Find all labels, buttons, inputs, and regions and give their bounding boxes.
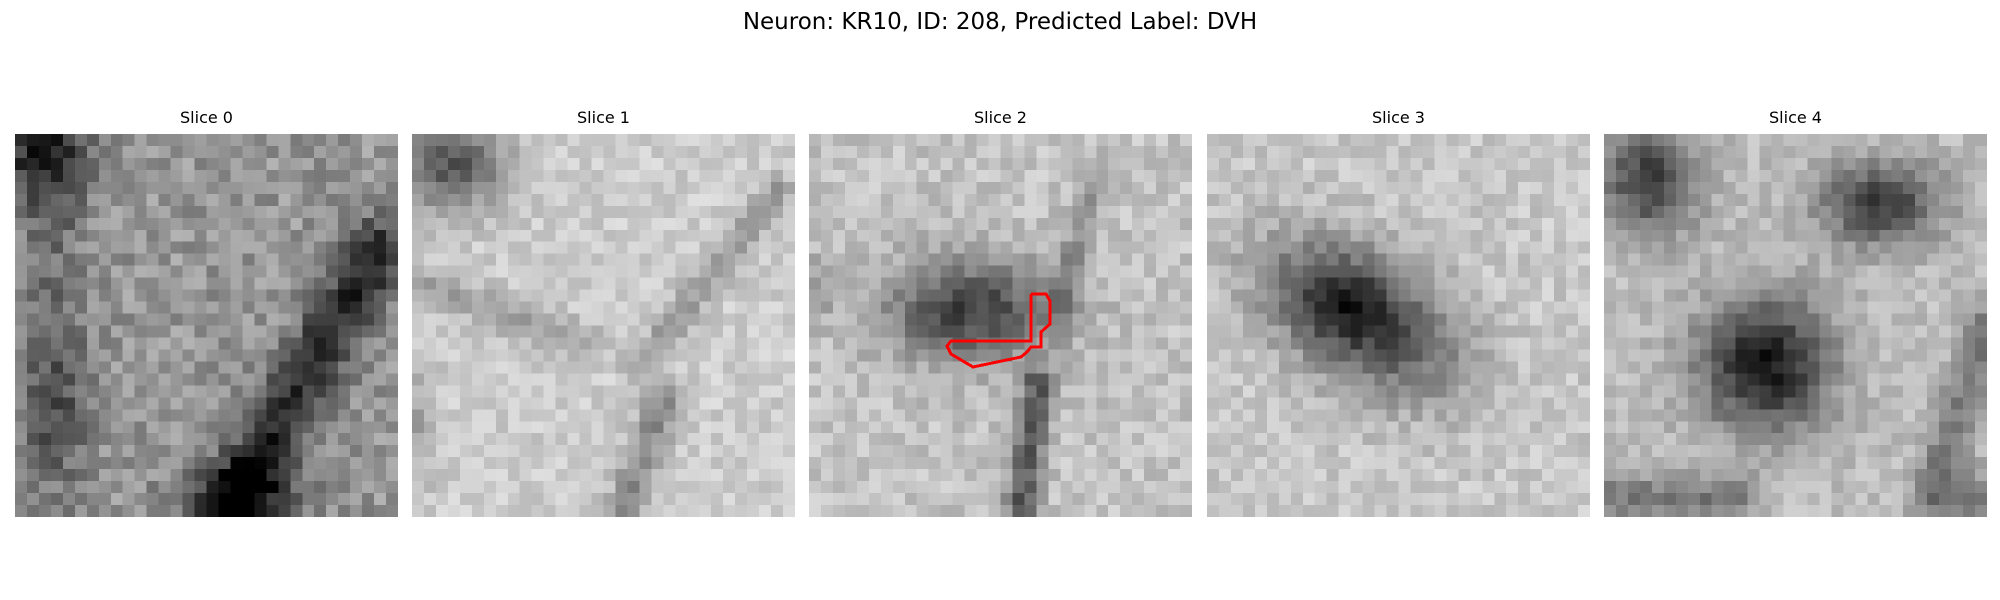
slice-pixels (15, 134, 398, 517)
slice-panel-1: Slice 1 (412, 108, 795, 517)
slice-title: Slice 1 (577, 108, 630, 127)
slice-image (1207, 134, 1590, 517)
slice-image (809, 134, 1192, 517)
slice-panel-4: Slice 4 (1604, 108, 1987, 517)
slice-title: Slice 2 (974, 108, 1027, 127)
slice-panel-0: Slice 0 (15, 108, 398, 517)
segmentation-outline (945, 292, 1052, 369)
slice-panel-3: Slice 3 (1207, 108, 1590, 517)
slice-title: Slice 4 (1769, 108, 1822, 127)
slice-pixels (809, 134, 1192, 517)
slice-panel-2: Slice 2 (809, 108, 1192, 517)
figure-title: Neuron: KR10, ID: 208, Predicted Label: … (742, 9, 1258, 35)
slice-title: Slice 0 (180, 108, 233, 127)
slice-image (15, 134, 398, 517)
slice-pixels (1207, 134, 1590, 517)
slice-image (412, 134, 795, 517)
slice-pixels (1604, 134, 1987, 517)
slice-image (1604, 134, 1987, 517)
slice-pixels (412, 134, 795, 517)
slice-title: Slice 3 (1372, 108, 1425, 127)
